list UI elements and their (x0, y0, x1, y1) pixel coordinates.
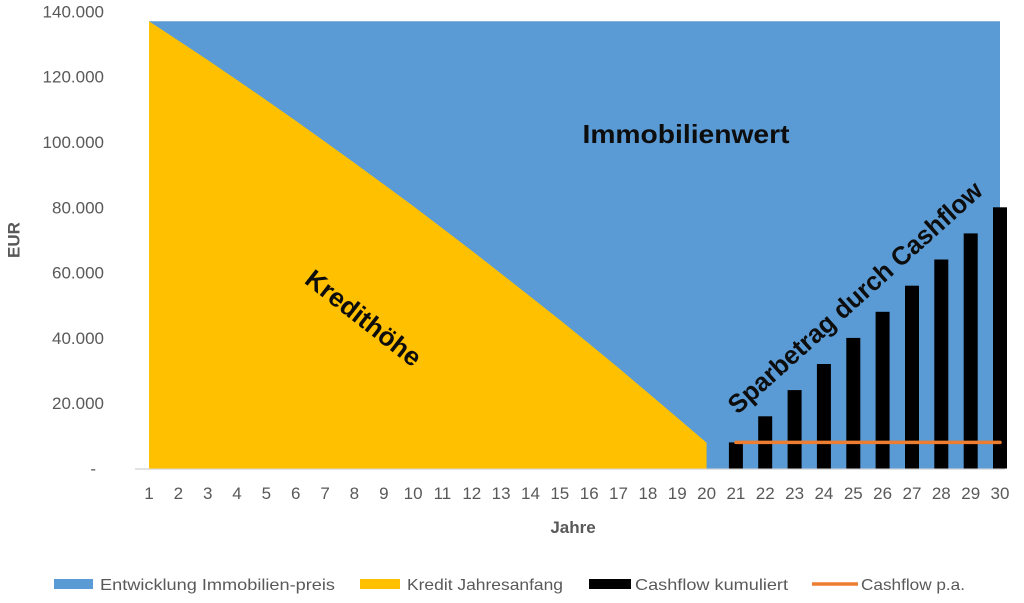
legend-item-cashflow-kumuliert[interactable]: Cashflow kumuliert (589, 577, 789, 594)
x-tick-label: 27 (903, 484, 922, 503)
x-tick-label: 20 (697, 484, 716, 503)
y-tick-label: - (90, 460, 96, 479)
y-tick-label: 100.000 (43, 133, 104, 152)
bar (787, 390, 802, 469)
y-axis-title: EUR (5, 222, 24, 258)
y-tick-label: 40.000 (52, 329, 104, 348)
legend-label: Kredit Jahresanfang (407, 577, 563, 594)
y-tick-label: 60.000 (52, 264, 104, 283)
x-axis-title: Jahre (550, 518, 595, 537)
area-fill (149, 21, 707, 469)
legend-label: Cashflow p.a. (861, 577, 965, 594)
x-tick-label: 19 (668, 484, 687, 503)
x-tick-label: 8 (350, 484, 359, 503)
y-tick-label: 120.000 (43, 68, 104, 87)
x-tick-label: 3 (203, 484, 212, 503)
bar (846, 337, 861, 469)
x-tick-label: 9 (379, 484, 388, 503)
x-tick-label: 24 (814, 484, 833, 503)
x-tick-label: 17 (609, 484, 628, 503)
series-1-area (149, 21, 707, 469)
bar (993, 207, 1007, 469)
bar (816, 364, 831, 469)
bar (934, 259, 949, 469)
x-tick-label: 6 (291, 484, 300, 503)
legend-item-immobilienpreis[interactable]: Entwicklung Immobilien-preis (54, 577, 335, 594)
x-axis-tick-labels: 1 2 3 4 5 6 7 8 9 10 11 12 13 14 15 16 17 18 19 20 21 22 23 24 2… (144, 484, 1009, 503)
bar (875, 311, 890, 469)
legend-swatch-blue (54, 579, 93, 589)
plot-area (149, 21, 1007, 469)
x-tick-label: 7 (320, 484, 329, 503)
legend-item-cashflow-pa[interactable]: Cashflow p.a. (812, 577, 965, 594)
x-tick-label: 5 (262, 484, 271, 503)
x-tick-label: 23 (785, 484, 804, 503)
x-tick-label: 28 (932, 484, 951, 503)
legend-label: Entwicklung Immobilien-preis (100, 577, 335, 594)
x-tick-label: 11 (434, 484, 452, 503)
y-tick-label: 80.000 (52, 198, 104, 217)
legend: Entwicklung Immobilien-preis Kredit Jahr… (54, 577, 965, 594)
x-tick-label: 1 (144, 484, 153, 503)
x-tick-label: 2 (174, 484, 183, 503)
x-tick-label: 14 (521, 484, 540, 503)
x-tick-label: 13 (492, 484, 511, 503)
x-tick-label: 10 (404, 484, 423, 503)
bar (963, 233, 978, 469)
x-tick-label: 12 (462, 484, 481, 503)
x-tick-label: 30 (991, 484, 1010, 503)
y-axis-tick-labels: - 20.000 40.000 60.000 80.000 100.000 120.000 1… (43, 2, 104, 478)
y-tick-label: 20.000 (52, 394, 104, 413)
x-tick-label: 15 (550, 484, 569, 503)
x-tick-label: 25 (844, 484, 863, 503)
legend-swatch-yellow (360, 579, 400, 589)
legend-label: Cashflow kumuliert (635, 577, 789, 594)
x-tick-label: 4 (232, 484, 241, 503)
x-tick-label: 26 (873, 484, 892, 503)
legend-swatch-black (589, 579, 631, 589)
legend-item-kredit[interactable]: Kredit Jahresanfang (360, 577, 563, 594)
annotation-immobilienwert: Immobilienwert (583, 119, 790, 149)
y-tick-label: 140.000 (43, 2, 104, 21)
x-tick-label: 29 (961, 484, 980, 503)
x-tick-label: 18 (638, 484, 657, 503)
x-tick-label: 16 (580, 484, 599, 503)
x-tick-label: 22 (756, 484, 775, 503)
x-tick-label: 21 (726, 484, 745, 503)
bar (728, 442, 743, 469)
bar (905, 285, 919, 469)
